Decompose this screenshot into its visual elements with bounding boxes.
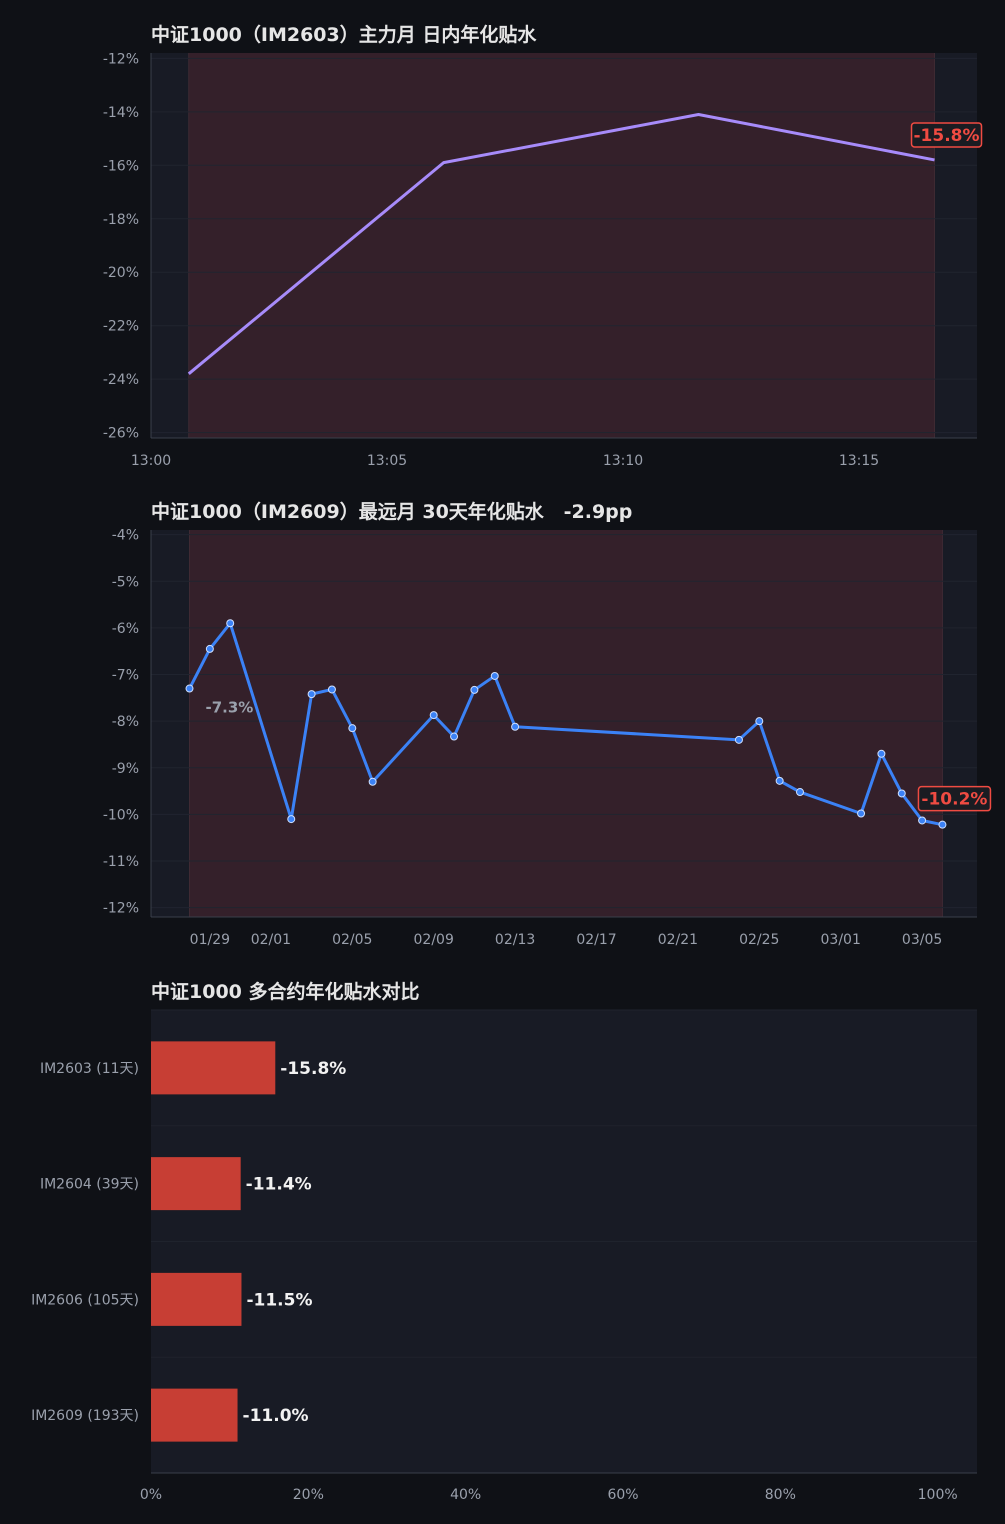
chart2-x-tick: 02/21	[658, 932, 698, 948]
chart2-x-tick: 02/25	[739, 932, 779, 948]
chart2-y-tick: -8%	[112, 714, 139, 730]
chart1-callout-label: -15.8%	[913, 126, 979, 146]
chart3-x-tick: 100%	[918, 1487, 958, 1503]
chart1-y-tick: -24%	[103, 372, 139, 388]
chart3-x-tick: 40%	[450, 1487, 481, 1503]
chart3-value-label: -11.4%	[246, 1175, 312, 1195]
chart1-y-tick: -18%	[103, 212, 139, 228]
chart3-bar	[151, 1157, 241, 1211]
chart3-x-tick: 0%	[140, 1487, 162, 1503]
chart1-shade-band	[188, 53, 935, 438]
chart2-shade-band	[189, 530, 943, 917]
chart3-title: 中证1000 多合约年化贴水对比	[151, 981, 420, 1003]
chart1-title: 中证1000（IM2603）主力月 日内年化贴水	[151, 24, 537, 46]
chart1-x-tick: 13:10	[603, 453, 643, 469]
chart2-x-tick: 03/01	[821, 932, 861, 948]
chart3-x-tick: 20%	[293, 1487, 324, 1503]
chart2-y-tick: -9%	[112, 761, 139, 777]
chart2-data-point	[287, 815, 296, 824]
chart2-data-point	[755, 717, 764, 726]
chart2-data-point	[857, 809, 866, 818]
chart1-x-tick: 13:15	[839, 453, 879, 469]
chart2-data-point	[734, 735, 743, 744]
chart2-data-point	[307, 690, 316, 699]
chart1-y-tick: -16%	[103, 158, 139, 174]
chart2-data-point	[348, 724, 357, 733]
chart2-y-tick: -4%	[112, 528, 139, 544]
chart2-data-point	[450, 732, 459, 741]
chart3-x-tick: 80%	[765, 1487, 796, 1503]
chart3-category-label: IM2604 (39天)	[40, 1177, 139, 1193]
chart2-data-point	[470, 685, 479, 694]
chart2-first-value-label: -7.3%	[206, 699, 254, 717]
chart2-data-point	[226, 619, 235, 628]
chart1-y-tick: -14%	[103, 105, 139, 121]
chart2-y-tick: -10%	[103, 807, 139, 823]
chart3-value-label: -11.0%	[243, 1406, 309, 1426]
chart2-series-line	[188, 621, 943, 827]
chart3-value-label: -11.5%	[246, 1290, 312, 1310]
chart1-callout-box	[910, 122, 983, 148]
chart2-x-tick: 02/17	[576, 932, 616, 948]
chart2-x-tick: 02/09	[414, 932, 454, 948]
chart2-y-tick: -6%	[112, 621, 139, 637]
chart2-x-tick: 01/29	[190, 932, 230, 948]
chart3-category-label: IM2606 (105天)	[31, 1292, 139, 1308]
chart2-title: 中证1000（IM2609）最远月 30天年化贴水 -2.9pp	[151, 501, 633, 523]
chart2-data-point	[511, 722, 520, 731]
chart2-data-point	[490, 671, 499, 680]
chart2-data-point	[796, 788, 804, 797]
chart2-data-point	[897, 789, 906, 798]
chart1-last-value-callout: -15.8%	[910, 122, 983, 148]
chart2-data-point	[877, 749, 886, 758]
chart3-category-label: IM2609 (193天)	[31, 1408, 139, 1424]
chart1-y-tick: -22%	[103, 319, 139, 335]
chart2-y-tick: -5%	[112, 574, 139, 590]
chart3-bar	[151, 1041, 276, 1095]
chart2-last-value-callout: -10.2%	[917, 785, 992, 812]
chart2-x-tick: 02/13	[495, 932, 535, 948]
chart2-x-tick: 03/05	[902, 932, 942, 948]
chart2-data-point	[938, 820, 947, 829]
chart2-data-point	[185, 684, 194, 693]
chart2-data-point	[205, 644, 214, 653]
chart2-y-tick: -11%	[103, 854, 139, 870]
chart1-y-tick: -12%	[103, 51, 139, 67]
chart3-bar	[151, 1272, 242, 1326]
chart1-y-tick: -20%	[103, 265, 139, 281]
chart2-y-tick: -7%	[112, 668, 139, 684]
chart2-data-point	[429, 711, 438, 720]
chart2-callout-label: -10.2%	[921, 790, 987, 810]
chart3-x-tick: 60%	[607, 1487, 638, 1503]
chart3-value-label: -15.8%	[280, 1059, 346, 1079]
chart2-data-point	[327, 685, 336, 694]
chart2-x-tick: 02/05	[332, 932, 372, 948]
chart1-series-line	[187, 112, 935, 375]
chart2-data-point	[918, 816, 927, 825]
chart2-data-point	[775, 776, 784, 785]
chart2-x-tick: 02/01	[251, 932, 291, 948]
chart1-y-tick: -26%	[103, 426, 139, 442]
chart3-bar	[151, 1388, 238, 1442]
chart2-callout-box	[917, 785, 992, 812]
chart1-x-tick: 13:00	[131, 453, 171, 469]
chart2-y-tick: -12%	[103, 901, 139, 917]
chart1-x-tick: 13:05	[367, 453, 407, 469]
chart3-category-label: IM2603 (11天)	[40, 1061, 139, 1077]
chart2-data-point	[368, 777, 377, 786]
